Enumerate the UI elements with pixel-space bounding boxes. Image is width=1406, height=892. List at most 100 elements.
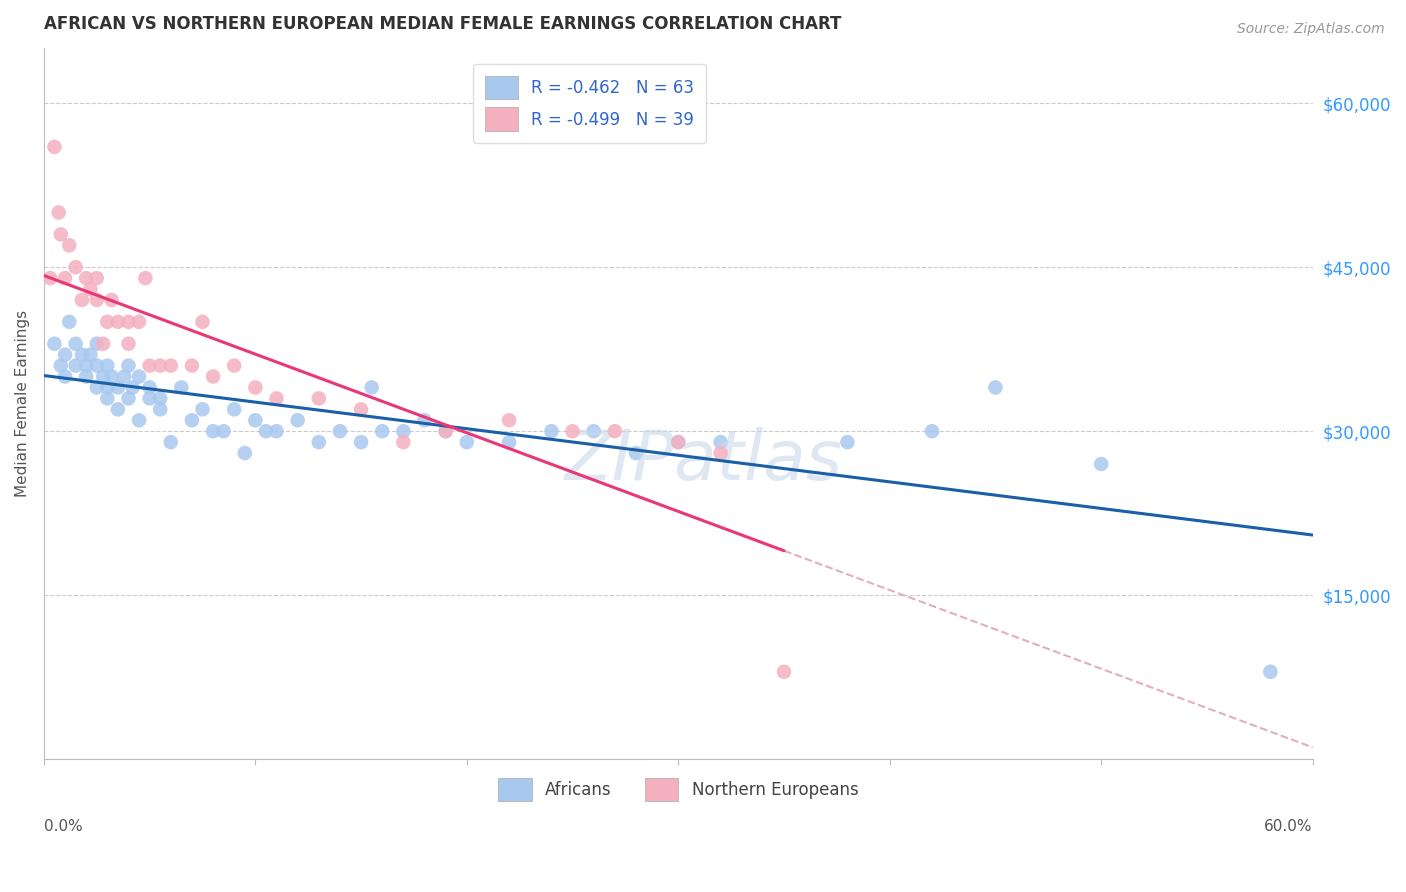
Point — [65, 359, 87, 373]
Text: ZIPatlas: ZIPatlas — [565, 427, 842, 494]
Point — [434, 424, 457, 438]
Point — [70, 348, 93, 362]
Point — [413, 413, 436, 427]
Point — [392, 424, 415, 438]
Point — [329, 424, 352, 438]
Point — [434, 424, 457, 438]
Point — [96, 392, 118, 406]
Point — [666, 435, 689, 450]
Point — [48, 205, 70, 219]
Point — [91, 369, 114, 384]
Point — [138, 392, 160, 406]
Point — [86, 336, 108, 351]
Point — [149, 359, 172, 373]
Text: AFRICAN VS NORTHERN EUROPEAN MEDIAN FEMALE EARNINGS CORRELATION CHART: AFRICAN VS NORTHERN EUROPEAN MEDIAN FEMA… — [44, 15, 841, 33]
Point — [149, 402, 172, 417]
Point — [245, 413, 267, 427]
Point — [65, 260, 87, 275]
Point — [117, 359, 139, 373]
Point — [86, 293, 108, 307]
Y-axis label: Median Female Earnings: Median Female Earnings — [15, 310, 30, 498]
Point — [212, 424, 235, 438]
Point — [624, 446, 647, 460]
Point — [984, 380, 1007, 394]
Point — [308, 435, 330, 450]
Point — [266, 392, 288, 406]
Point — [79, 282, 101, 296]
Point — [170, 380, 193, 394]
Point — [65, 336, 87, 351]
Point — [107, 315, 129, 329]
Point — [53, 369, 76, 384]
Point — [134, 271, 156, 285]
Point — [44, 336, 66, 351]
Point — [308, 392, 330, 406]
Point — [392, 435, 415, 450]
Point — [96, 315, 118, 329]
Point — [233, 446, 256, 460]
Point — [1260, 665, 1282, 679]
Point — [191, 315, 214, 329]
Point — [138, 359, 160, 373]
Point — [75, 271, 97, 285]
Point — [96, 359, 118, 373]
Point — [128, 315, 150, 329]
Point — [75, 369, 97, 384]
Legend: Africans, Northern Europeans: Africans, Northern Europeans — [492, 771, 865, 808]
Point — [39, 271, 62, 285]
Point — [224, 402, 246, 417]
Point — [107, 402, 129, 417]
Point — [138, 380, 160, 394]
Point — [180, 413, 202, 427]
Point — [96, 380, 118, 394]
Point — [58, 315, 80, 329]
Point — [86, 271, 108, 285]
Point — [371, 424, 394, 438]
Point — [350, 435, 373, 450]
Text: 0.0%: 0.0% — [44, 820, 83, 834]
Text: Source: ZipAtlas.com: Source: ZipAtlas.com — [1237, 22, 1385, 37]
Point — [224, 359, 246, 373]
Point — [58, 238, 80, 252]
Point — [287, 413, 309, 427]
Point — [53, 271, 76, 285]
Point — [191, 402, 214, 417]
Point — [773, 665, 796, 679]
Point — [540, 424, 562, 438]
Point — [350, 402, 373, 417]
Point — [86, 380, 108, 394]
Point — [561, 424, 583, 438]
Point — [1090, 457, 1112, 471]
Point — [254, 424, 277, 438]
Point — [79, 348, 101, 362]
Point — [709, 435, 731, 450]
Point — [44, 140, 66, 154]
Point — [709, 446, 731, 460]
Point — [117, 392, 139, 406]
Point — [53, 348, 76, 362]
Point — [117, 336, 139, 351]
Point — [498, 413, 520, 427]
Point — [180, 359, 202, 373]
Point — [117, 315, 139, 329]
Point — [666, 435, 689, 450]
Point — [360, 380, 382, 394]
Point — [202, 424, 225, 438]
Point — [245, 380, 267, 394]
Point — [100, 369, 122, 384]
Point — [603, 424, 626, 438]
Point — [149, 392, 172, 406]
Point — [498, 435, 520, 450]
Point — [49, 359, 72, 373]
Point — [100, 293, 122, 307]
Point — [70, 293, 93, 307]
Point — [921, 424, 943, 438]
Point — [159, 359, 181, 373]
Point — [75, 359, 97, 373]
Text: 60.0%: 60.0% — [1264, 820, 1313, 834]
Point — [91, 336, 114, 351]
Point — [49, 227, 72, 242]
Point — [159, 435, 181, 450]
Point — [456, 435, 478, 450]
Point — [86, 359, 108, 373]
